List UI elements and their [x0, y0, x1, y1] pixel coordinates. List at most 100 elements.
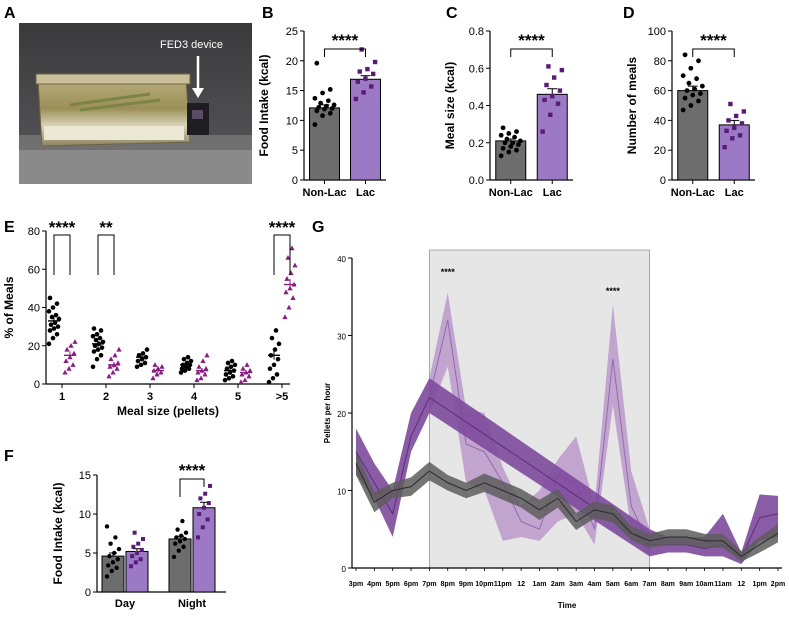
data-point — [276, 341, 282, 347]
data-point — [205, 517, 210, 522]
data-point — [99, 345, 105, 350]
data-point — [726, 118, 731, 123]
data-point — [174, 535, 179, 540]
data-point — [104, 524, 110, 529]
data-point — [183, 530, 189, 535]
data-point — [506, 149, 512, 155]
data-point — [179, 366, 185, 372]
data-point — [275, 356, 281, 362]
significance-label: **** — [441, 267, 456, 277]
y-axis-label: Food Intake (kcal) — [51, 482, 65, 584]
x-tick-label: 3pm — [349, 581, 363, 588]
x-tick-label: Day — [115, 598, 136, 610]
data-point — [365, 66, 370, 72]
x-axis-label: Meal size (pellets) — [117, 404, 219, 418]
data-point — [188, 358, 194, 364]
data-point — [239, 371, 245, 377]
y-tick-label: 20 — [28, 341, 40, 353]
data-point — [724, 128, 729, 134]
data-point — [51, 326, 57, 331]
data-point — [312, 122, 318, 127]
y-axis-label: Number of meals — [625, 56, 639, 154]
data-point — [200, 358, 206, 364]
x-tick-label: Non-Lac — [489, 187, 533, 199]
data-point — [514, 129, 519, 134]
data-point — [240, 365, 246, 371]
data-point — [506, 131, 512, 136]
data-point — [180, 518, 185, 524]
data-point — [284, 276, 290, 281]
significance-bracket — [53, 234, 71, 275]
data-point — [98, 353, 104, 358]
significance-label: **** — [49, 218, 76, 237]
x-tick-label: 3 — [147, 391, 153, 403]
bar — [125, 550, 149, 593]
data-point — [197, 512, 202, 516]
bar — [309, 107, 340, 181]
data-point — [64, 346, 70, 352]
data-point — [517, 138, 523, 144]
data-point — [154, 371, 160, 377]
panel-letter-c: C — [446, 5, 458, 22]
data-point — [363, 76, 368, 81]
data-point — [134, 364, 140, 370]
data-point — [136, 541, 141, 546]
sem-band — [356, 378, 778, 565]
photo-label: FED3 device — [160, 39, 223, 51]
x-tick-label: 11am — [714, 581, 732, 588]
data-point — [329, 106, 335, 111]
data-point — [46, 309, 52, 314]
y-tick-label: 0 — [292, 175, 298, 187]
y-tick-label: 5 — [292, 145, 298, 157]
data-point — [203, 491, 208, 496]
data-point — [132, 530, 137, 535]
data-point — [353, 96, 359, 102]
data-point — [500, 125, 506, 131]
data-point — [106, 563, 111, 568]
bar — [350, 78, 381, 181]
data-point — [227, 370, 233, 375]
data-point — [225, 360, 231, 366]
data-point — [110, 560, 116, 565]
data-point — [179, 533, 184, 539]
data-point — [686, 80, 692, 86]
data-point — [108, 356, 114, 362]
data-point — [53, 312, 59, 318]
x-tick-label: Lac — [356, 187, 375, 199]
y-tick-label: 20 — [337, 410, 346, 419]
data-point — [159, 363, 165, 369]
y-tick-label: 0 — [660, 175, 666, 187]
data-point — [198, 496, 203, 501]
data-point — [222, 377, 228, 383]
data-point — [292, 262, 298, 268]
data-point — [140, 351, 146, 356]
data-point — [144, 347, 150, 352]
data-point — [730, 136, 735, 141]
x-tick-label: 7pm — [422, 581, 436, 588]
data-point — [94, 356, 100, 362]
y-tick-label: 30 — [337, 333, 346, 342]
x-tick-label: 1am — [532, 581, 546, 588]
x-tick-label: 4 — [191, 391, 198, 403]
data-point — [286, 304, 292, 310]
data-point — [138, 362, 144, 368]
data-point — [283, 289, 289, 295]
significance-label: ** — [99, 218, 113, 237]
data-point — [540, 129, 545, 134]
data-point — [372, 59, 378, 65]
x-tick-label: 5am — [606, 581, 620, 588]
sem-band — [356, 451, 778, 562]
y-tick-label: 25 — [286, 26, 298, 38]
x-tick-label: 2pm — [771, 581, 785, 588]
data-point — [232, 362, 238, 368]
data-point — [680, 73, 686, 79]
data-point — [178, 370, 184, 375]
data-point — [141, 536, 145, 541]
data-point — [318, 100, 324, 106]
x-tick-label: Non-Lac — [303, 187, 347, 199]
panel-b-chart: 0 5 10 15 20 25 Food Intake (kcal) Non-Lac Lac **… — [257, 26, 386, 199]
series-line — [355, 463, 779, 557]
y-tick-label: 0 — [85, 587, 91, 599]
data-point — [142, 360, 148, 366]
